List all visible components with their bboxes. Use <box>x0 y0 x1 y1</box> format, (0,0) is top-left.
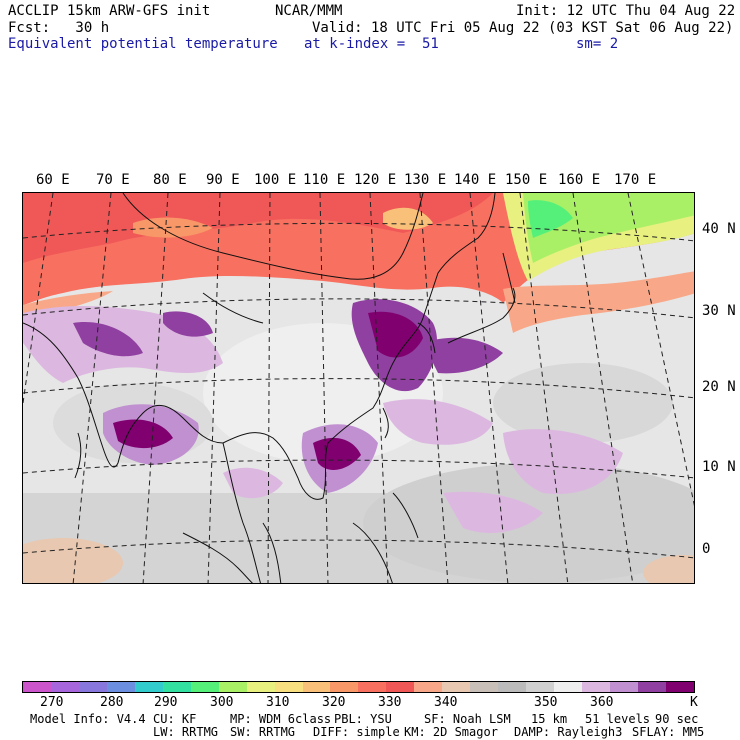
footer-timestep: 90 sec <box>655 712 699 726</box>
footer-levels: 51 levels <box>585 712 651 726</box>
theta-e-map <box>22 192 695 584</box>
colorbar-tick-label: 340 <box>434 695 458 710</box>
lon-label: 90 E <box>206 172 240 188</box>
footer-diffusion: DIFF: simple <box>313 725 400 739</box>
colorbar-swatch <box>50 682 79 692</box>
colorbar-swatch <box>665 682 694 692</box>
colorbar-swatch <box>414 682 443 692</box>
colorbar-swatch <box>106 682 135 692</box>
footer-shortwave: SW: RRTMG <box>230 725 296 739</box>
footer-cumulus: CU: KF <box>153 712 197 726</box>
lon-label: 60 E <box>36 172 70 188</box>
lon-label: 70 E <box>96 172 130 188</box>
lat-label: 30 N <box>702 303 736 319</box>
colorbar-tick-label: 280 <box>100 695 124 710</box>
colorbar-swatch <box>610 682 638 692</box>
footer-surface: SF: Noah LSM <box>424 712 511 726</box>
header-model-title: ACCLIP 15km ARW-GFS init <box>8 3 211 19</box>
lon-label: 150 E <box>505 172 548 188</box>
lat-label: 40 N <box>702 221 736 237</box>
header-organization: NCAR/MMM <box>275 3 343 19</box>
colorbar-swatch <box>162 682 191 692</box>
header-init-time: Init: 12 UTC Thu 04 Aug 22 <box>516 3 736 19</box>
lon-label: 170 E <box>614 172 657 188</box>
colorbar-swatch <box>134 682 163 692</box>
colorbar-swatch <box>218 682 247 692</box>
footer-model-info: Model Info: V4.4 <box>30 712 146 726</box>
colorbar-swatch <box>526 682 555 692</box>
lon-label: 120 E <box>354 172 397 188</box>
colorbar-swatch <box>498 682 527 692</box>
lon-label: 80 E <box>153 172 187 188</box>
colorbar-swatch <box>386 682 415 692</box>
footer-km: KM: 2D Smagor <box>404 725 498 739</box>
colorbar-swatch <box>470 682 499 692</box>
colorbar-tick-label: 290 <box>154 695 178 710</box>
colorbar-swatch <box>582 682 611 692</box>
lon-label: 140 E <box>454 172 497 188</box>
lat-label: 0 <box>702 541 711 557</box>
lon-label: 160 E <box>558 172 601 188</box>
colorbar-swatch <box>442 682 471 692</box>
colorbar <box>22 681 695 693</box>
colorbar-tick-label: 350 <box>534 695 558 710</box>
footer-longwave: LW: RRTMG <box>153 725 219 739</box>
colorbar-tick-label: 360 <box>590 695 614 710</box>
header-field-name: Equivalent potential temperature <box>8 36 278 52</box>
colorbar-swatch <box>23 682 51 692</box>
colorbar-swatch <box>190 682 219 692</box>
colorbar-swatch <box>358 682 387 692</box>
colorbar-swatch <box>246 682 275 692</box>
colorbar-swatch <box>330 682 359 692</box>
lon-label: 130 E <box>404 172 447 188</box>
header-smoothing: sm= 2 <box>576 36 619 52</box>
colorbar-tick-label: 270 <box>40 695 64 710</box>
header-valid-time: Valid: 18 UTC Fri 05 Aug 22 (03 KST Sat … <box>312 20 734 36</box>
lat-label: 10 N <box>702 459 736 475</box>
lon-label: 110 E <box>303 172 346 188</box>
map-field-svg <box>23 193 694 583</box>
colorbar-tick-label: 330 <box>378 695 402 710</box>
colorbar-swatch <box>302 682 331 692</box>
footer-sflay: SFLAY: MM5 <box>632 725 705 739</box>
footer-resolution: 15 km <box>531 712 568 726</box>
lat-label: 20 N <box>702 379 736 395</box>
colorbar-tick-label: 320 <box>322 695 346 710</box>
header-forecast-hour: Fcst: 30 h <box>8 20 110 36</box>
colorbar-tick-label: 310 <box>266 695 290 710</box>
footer-damping: DAMP: Rayleigh3 <box>514 725 623 739</box>
footer-microphysics: MP: WDM 6class <box>230 712 332 726</box>
colorbar-swatch <box>554 682 583 692</box>
footer-pbl: PBL: YSU <box>334 712 392 726</box>
colorbar-unit: K <box>690 695 698 710</box>
lon-label: 100 E <box>254 172 297 188</box>
colorbar-tick-label: 300 <box>210 695 234 710</box>
colorbar-swatch <box>274 682 303 692</box>
header-level: at k-index = 51 <box>304 36 439 52</box>
colorbar-swatch <box>78 682 107 692</box>
colorbar-swatch <box>637 682 666 692</box>
